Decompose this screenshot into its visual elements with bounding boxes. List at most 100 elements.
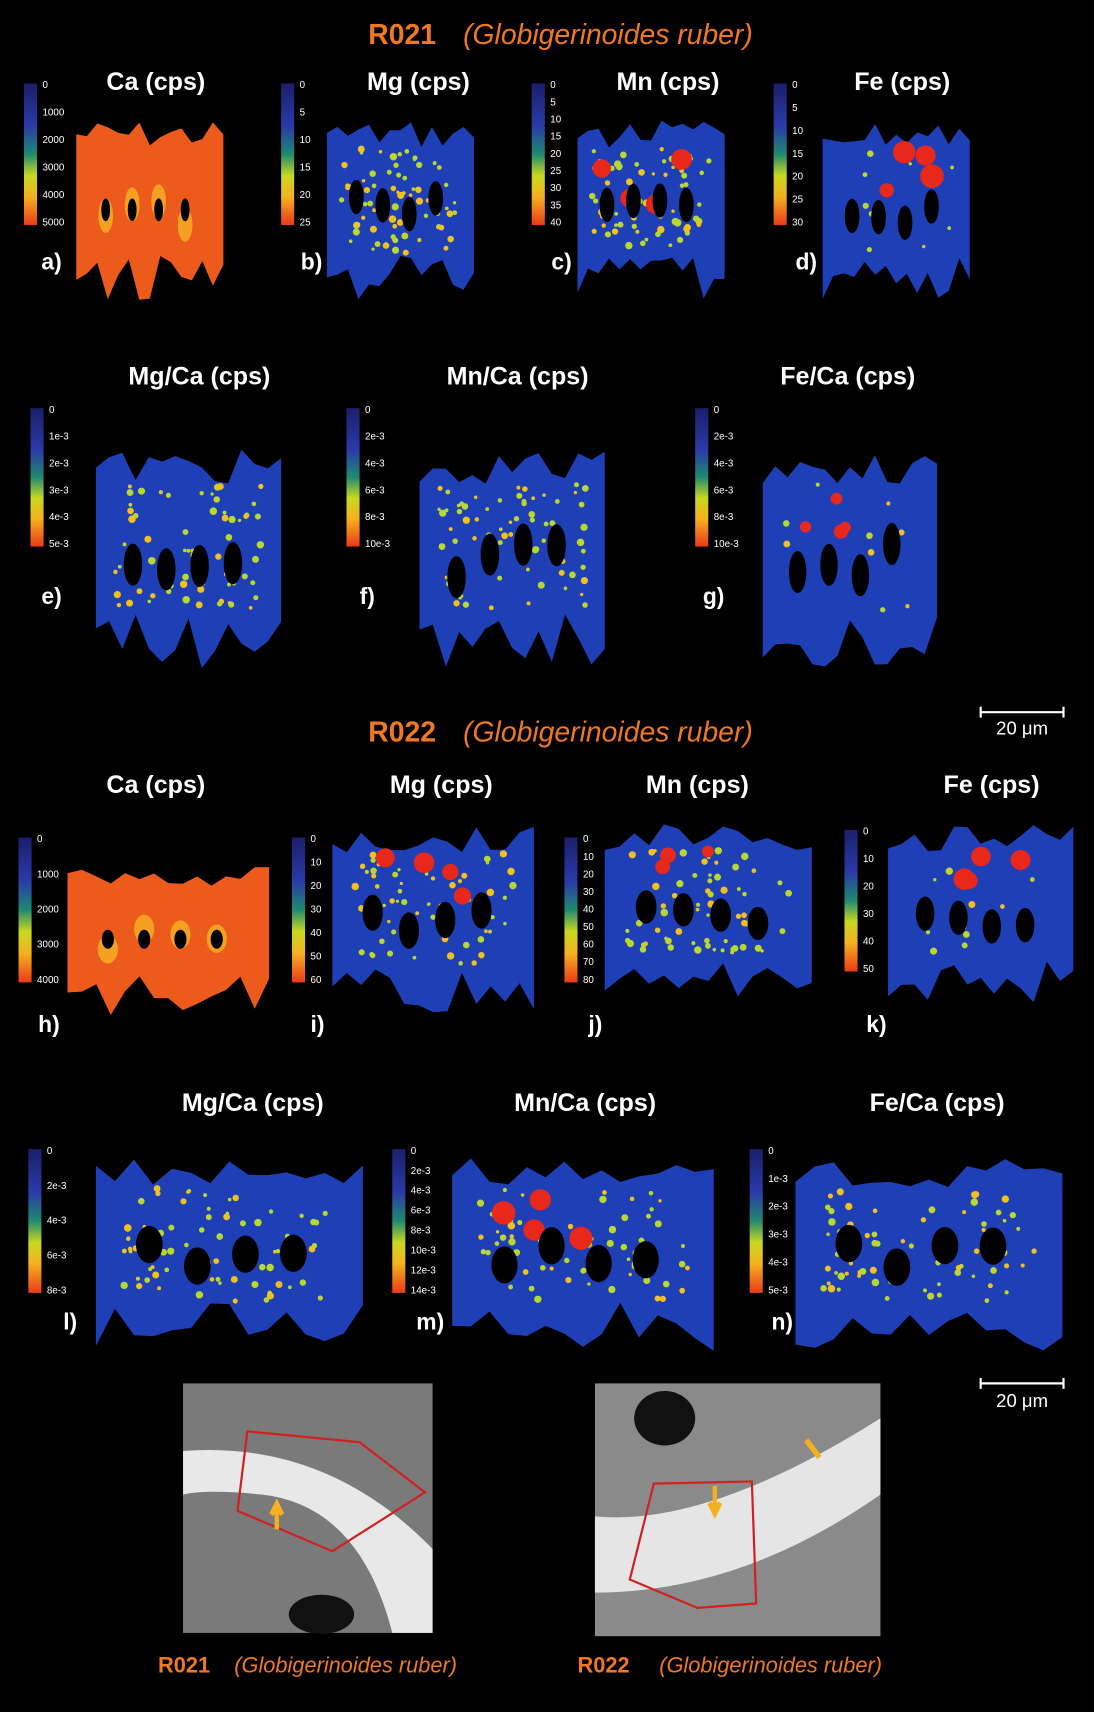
colorbar bbox=[695, 408, 708, 546]
sem-image bbox=[183, 1383, 433, 1634]
map-speckle bbox=[445, 489, 450, 494]
map-speckle bbox=[503, 1188, 507, 1192]
map-speckle bbox=[489, 605, 494, 610]
map-speckle bbox=[663, 1281, 670, 1288]
map-speckle bbox=[923, 1288, 927, 1292]
colorbar-tick-label: 6e-3 bbox=[714, 485, 734, 496]
colorbar-tick-label: 14e-3 bbox=[411, 1285, 437, 1296]
map-speckle bbox=[608, 1286, 615, 1293]
map-speckle bbox=[159, 490, 163, 494]
map-speckle bbox=[447, 952, 454, 959]
map-speckle bbox=[415, 187, 422, 194]
map-speckle bbox=[646, 1214, 651, 1219]
colorbar-tick-label: 5e-3 bbox=[768, 1285, 788, 1296]
colorbar-tick-label: 50 bbox=[863, 964, 874, 975]
colorbar-tick-label: 6e-3 bbox=[365, 485, 385, 496]
map-speckle bbox=[461, 873, 467, 879]
map-speckle bbox=[973, 1191, 979, 1197]
map-speckle bbox=[612, 228, 618, 234]
map-speckle bbox=[937, 1292, 942, 1297]
map-speckle bbox=[396, 900, 399, 903]
map-speckle bbox=[400, 882, 403, 885]
map-speckle bbox=[365, 870, 369, 874]
panel-title: Mg/Ca (cps) bbox=[128, 362, 270, 390]
colorbar-tick-label: 2e-3 bbox=[714, 432, 734, 443]
map-speckle bbox=[522, 486, 528, 492]
map-speckle bbox=[845, 1272, 849, 1276]
colorbar bbox=[774, 83, 787, 225]
map-speckle bbox=[114, 591, 121, 598]
map-speckle bbox=[684, 182, 689, 187]
colorbar-tick-label: 10 bbox=[311, 858, 322, 869]
map-speckle bbox=[447, 236, 454, 243]
map-speckle bbox=[679, 1288, 685, 1294]
map-speckle bbox=[737, 887, 741, 891]
map-speckle bbox=[569, 571, 576, 578]
map-speckle bbox=[582, 602, 588, 608]
colorbar bbox=[28, 1149, 41, 1293]
map-speckle bbox=[121, 1282, 128, 1289]
map-speckle bbox=[927, 1293, 934, 1300]
colorbar-tick-label: 25 bbox=[792, 195, 803, 206]
map-hole bbox=[539, 1227, 565, 1264]
map-speckle bbox=[988, 1283, 993, 1288]
map-speckle bbox=[946, 867, 953, 874]
colorbar bbox=[19, 837, 32, 982]
map-speckle bbox=[533, 546, 539, 552]
panel-title: Fe (cps) bbox=[854, 68, 950, 96]
map-hole bbox=[184, 1247, 211, 1284]
map-speckle bbox=[625, 242, 632, 249]
map-hole bbox=[435, 902, 455, 938]
map-speckle bbox=[990, 1267, 997, 1274]
map-speckle bbox=[602, 1190, 607, 1195]
map-speckle bbox=[495, 1241, 500, 1246]
map-hole bbox=[363, 895, 383, 931]
map-speckle bbox=[699, 171, 704, 176]
map-speckle bbox=[732, 864, 739, 871]
colorbar-tick-label: 10 bbox=[792, 126, 803, 137]
map-speckle bbox=[128, 484, 132, 488]
map-speckle bbox=[974, 1248, 980, 1254]
map-speckle bbox=[182, 574, 189, 581]
map-hole bbox=[211, 930, 223, 949]
map-speckle bbox=[963, 931, 970, 938]
map-speckle bbox=[621, 1214, 628, 1221]
map-speckle bbox=[484, 929, 488, 933]
panel-letter: k) bbox=[866, 1011, 886, 1037]
map-speckle bbox=[371, 874, 376, 879]
panel-title: Ca (cps) bbox=[106, 68, 205, 96]
map-hole bbox=[586, 1245, 612, 1282]
map-hole bbox=[138, 930, 150, 949]
map-speckle bbox=[579, 502, 585, 508]
map-speckle bbox=[921, 1217, 926, 1222]
map-hole bbox=[190, 545, 209, 587]
map-speckle bbox=[427, 903, 430, 906]
map-speckle bbox=[447, 210, 454, 217]
map-speckle bbox=[339, 197, 344, 202]
map-speckle bbox=[555, 499, 560, 504]
map-speckle bbox=[438, 486, 443, 491]
map-speckle bbox=[1000, 904, 1005, 909]
map-speckle bbox=[128, 1247, 133, 1252]
map-speckle bbox=[449, 527, 453, 531]
map-speckle bbox=[228, 516, 235, 523]
map-speckle bbox=[865, 1233, 870, 1238]
map-speckle bbox=[375, 884, 380, 889]
map-hole bbox=[547, 524, 566, 566]
map-speckle bbox=[1002, 1195, 1009, 1202]
map-speckle bbox=[859, 1268, 866, 1275]
element-map bbox=[605, 824, 812, 996]
map-speckle bbox=[669, 243, 673, 247]
panel-title: Mg/Ca (cps) bbox=[182, 1089, 324, 1117]
map-speckle bbox=[873, 1209, 878, 1214]
map-speckle bbox=[868, 549, 875, 556]
map-hotspot bbox=[442, 864, 458, 880]
colorbar-tick-label: 3000 bbox=[37, 940, 59, 951]
map-speckle bbox=[217, 483, 224, 490]
colorbar-tick-label: 4e-3 bbox=[411, 1186, 431, 1197]
colorbar bbox=[844, 830, 857, 972]
map-speckle bbox=[266, 1264, 273, 1271]
map-speckle bbox=[243, 514, 248, 519]
map-speckle bbox=[715, 847, 722, 854]
map-speckle bbox=[391, 929, 396, 934]
